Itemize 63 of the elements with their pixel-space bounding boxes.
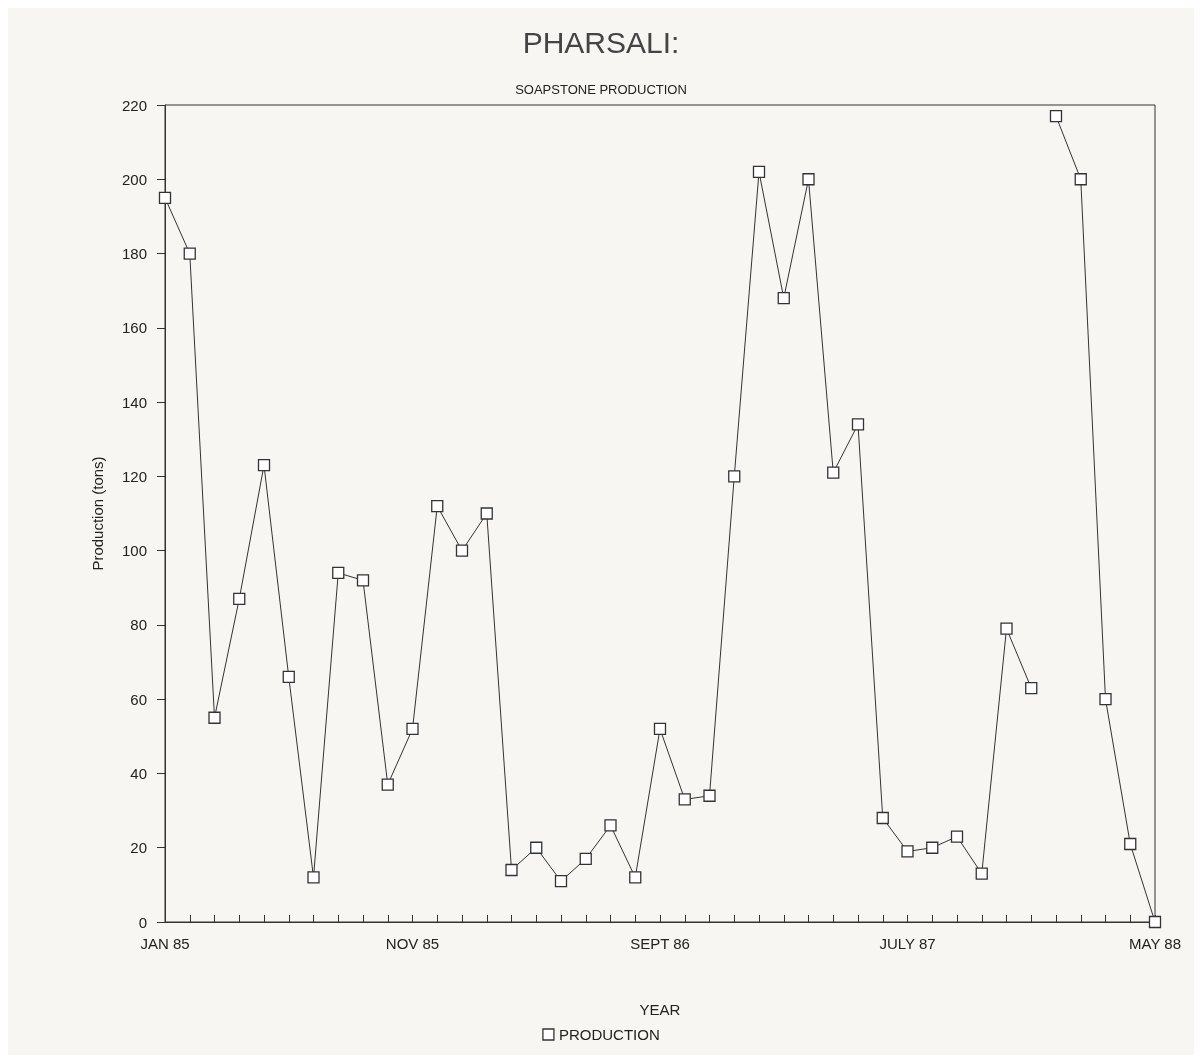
x-tick-label: MAY 88 bbox=[1129, 935, 1181, 952]
y-tick-label: 120 bbox=[121, 467, 147, 485]
y-tick-label: 180 bbox=[121, 245, 147, 263]
point bbox=[579, 852, 592, 866]
y-tick-label: 20 bbox=[130, 839, 147, 857]
point bbox=[233, 592, 246, 606]
point bbox=[1074, 173, 1087, 186]
point bbox=[332, 566, 345, 580]
point bbox=[876, 811, 889, 825]
y-tick-label: 140 bbox=[121, 393, 147, 411]
y-tick-label: 0 bbox=[138, 913, 147, 931]
y-tick-label: 80 bbox=[130, 616, 147, 634]
point bbox=[1124, 837, 1137, 851]
point bbox=[307, 871, 320, 884]
point bbox=[752, 165, 766, 178]
point bbox=[777, 291, 790, 305]
x-tick-label: JULY 87 bbox=[879, 935, 936, 952]
point bbox=[604, 819, 617, 832]
y-tick-label: 40 bbox=[130, 764, 147, 782]
point bbox=[827, 466, 840, 479]
chart-title: PHARSALI: bbox=[522, 25, 680, 59]
point bbox=[356, 574, 370, 587]
y-tick-label: 100 bbox=[121, 542, 147, 560]
point bbox=[208, 711, 221, 724]
point bbox=[629, 871, 642, 884]
point bbox=[1025, 681, 1038, 695]
point bbox=[505, 863, 518, 877]
y-tick-label: 160 bbox=[121, 319, 147, 337]
y-tick-label: 200 bbox=[121, 170, 147, 188]
point bbox=[257, 459, 271, 472]
point bbox=[554, 875, 568, 888]
x-axis-title: YEAR bbox=[639, 1001, 681, 1018]
y-tick-label: 220 bbox=[121, 96, 147, 114]
x-tick-label: NOV 85 bbox=[385, 935, 440, 952]
point bbox=[975, 867, 988, 880]
point bbox=[703, 789, 716, 802]
legend-label: PRODUCTION bbox=[558, 1026, 660, 1043]
x-tick-label: SEPT 86 bbox=[630, 935, 690, 952]
point bbox=[1148, 915, 1162, 929]
point bbox=[851, 418, 865, 431]
point bbox=[183, 247, 196, 260]
point bbox=[158, 191, 172, 204]
point bbox=[381, 778, 394, 791]
point bbox=[282, 670, 295, 684]
point bbox=[926, 841, 939, 854]
point bbox=[1000, 622, 1013, 635]
point bbox=[1049, 109, 1063, 123]
point bbox=[1099, 693, 1112, 706]
point bbox=[678, 793, 691, 806]
point bbox=[950, 830, 964, 843]
chart-subtitle: SOAPSTONE PRODUCTION bbox=[515, 82, 687, 97]
point bbox=[530, 841, 543, 854]
point bbox=[455, 544, 469, 557]
x-tick-label: JAN 85 bbox=[140, 935, 190, 952]
point bbox=[901, 845, 914, 858]
point bbox=[431, 499, 444, 513]
point bbox=[480, 507, 493, 520]
point bbox=[802, 173, 815, 186]
y-tick-label: 60 bbox=[130, 690, 147, 708]
point bbox=[406, 722, 419, 736]
y-axis-title: Production (tons) bbox=[89, 456, 106, 571]
point bbox=[653, 722, 667, 736]
point bbox=[728, 470, 741, 483]
